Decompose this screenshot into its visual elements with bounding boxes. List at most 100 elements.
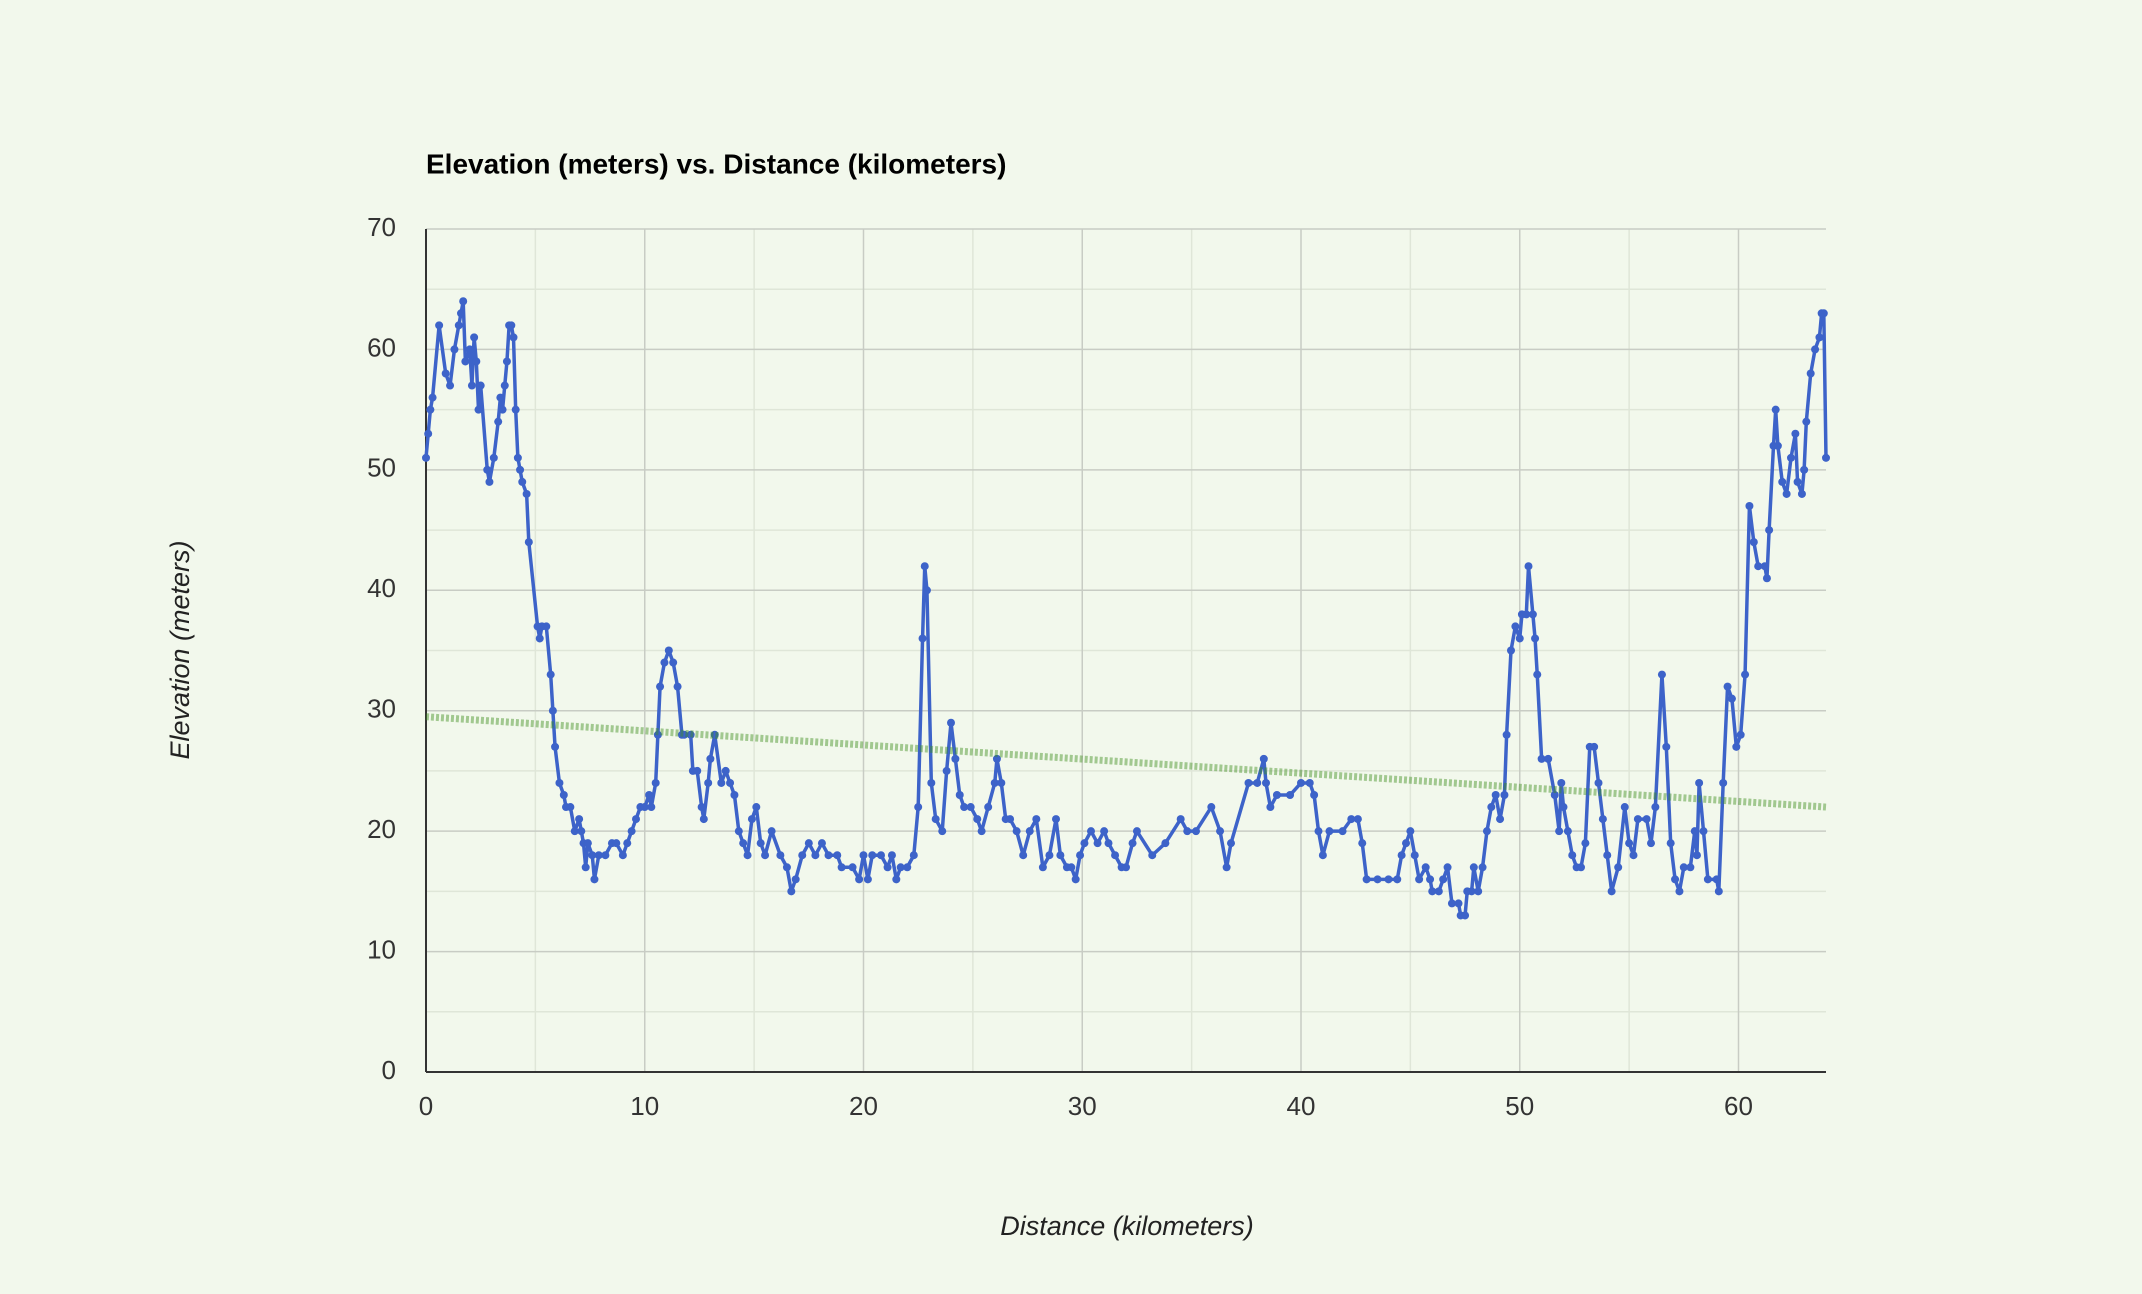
data-point xyxy=(1568,851,1577,860)
data-point xyxy=(1699,827,1708,836)
data-point xyxy=(1192,827,1200,836)
data-point xyxy=(717,778,726,787)
data-point xyxy=(581,863,590,872)
data-point xyxy=(883,863,892,872)
data-point xyxy=(1410,851,1419,860)
data-point xyxy=(892,875,901,884)
data-point xyxy=(1815,333,1824,342)
data-point xyxy=(1679,863,1688,872)
data-point xyxy=(1590,742,1599,751)
data-point xyxy=(601,851,610,860)
data-point xyxy=(516,465,525,474)
data-point xyxy=(977,827,986,836)
data-point xyxy=(1006,815,1015,824)
data-point xyxy=(997,778,1006,787)
data-point xyxy=(1347,815,1356,824)
data-point xyxy=(1183,827,1192,836)
data-point xyxy=(1227,839,1235,848)
data-point xyxy=(1434,887,1443,896)
data-point xyxy=(1736,730,1745,739)
data-point xyxy=(1362,875,1371,884)
data-point xyxy=(1032,815,1041,824)
data-point xyxy=(706,754,715,763)
x-tick-label: 40 xyxy=(1287,1091,1316,1121)
data-point xyxy=(947,718,955,727)
data-point xyxy=(1338,827,1347,836)
data-point xyxy=(1067,863,1076,872)
data-point xyxy=(570,827,579,836)
data-point xyxy=(518,477,527,486)
data-point xyxy=(863,875,872,884)
data-point xyxy=(951,754,960,763)
data-point xyxy=(1594,778,1603,787)
data-point xyxy=(1207,803,1216,812)
data-point xyxy=(1806,369,1815,378)
x-tick-label: 10 xyxy=(630,1091,659,1121)
data-point xyxy=(693,766,702,775)
data-point xyxy=(984,803,993,812)
data-point xyxy=(686,730,695,739)
data-point xyxy=(1176,815,1185,824)
data-point xyxy=(1559,803,1568,812)
data-point xyxy=(752,803,761,812)
data-point xyxy=(546,670,555,679)
data-point xyxy=(1076,851,1085,860)
data-point xyxy=(1703,875,1712,884)
data-point xyxy=(1318,851,1327,860)
data-point xyxy=(1500,791,1509,800)
data-point xyxy=(1791,429,1800,438)
data-point xyxy=(1406,827,1415,836)
data-point xyxy=(1537,754,1546,763)
data-point xyxy=(577,827,586,836)
data-point xyxy=(1272,791,1281,800)
data-point xyxy=(1025,827,1034,836)
data-point xyxy=(791,875,800,884)
data-point xyxy=(1727,694,1736,703)
data-point xyxy=(1555,827,1564,836)
data-point xyxy=(848,863,857,872)
data-point xyxy=(1531,634,1540,643)
data-point xyxy=(1262,778,1270,787)
data-point xyxy=(548,706,557,715)
x-axis-title: Distance (kilometers) xyxy=(1000,1211,1254,1241)
data-point xyxy=(1528,610,1537,619)
data-point xyxy=(817,839,826,848)
data-point xyxy=(542,622,551,631)
data-point xyxy=(833,851,842,860)
data-point xyxy=(1732,742,1741,751)
data-point xyxy=(837,863,846,872)
data-point xyxy=(1132,827,1141,836)
data-point xyxy=(618,851,627,860)
data-point xyxy=(804,839,813,848)
data-point xyxy=(931,815,940,824)
data-point xyxy=(767,827,776,836)
data-point xyxy=(1305,778,1314,787)
data-point xyxy=(1421,863,1430,872)
data-point xyxy=(992,754,1001,763)
data-point xyxy=(1056,851,1065,860)
y-tick-label: 20 xyxy=(367,814,396,844)
data-point xyxy=(1773,441,1782,450)
data-point xyxy=(1819,309,1828,318)
data-point xyxy=(1216,827,1225,836)
data-point xyxy=(424,429,433,438)
data-point xyxy=(896,863,905,872)
data-point xyxy=(1310,791,1319,800)
data-point xyxy=(1502,730,1511,739)
data-point xyxy=(1686,863,1695,872)
data-point xyxy=(1749,538,1758,547)
data-point xyxy=(647,803,656,812)
data-point xyxy=(590,875,599,884)
data-point xyxy=(1373,875,1382,884)
data-point xyxy=(612,839,621,848)
data-point xyxy=(1524,562,1533,571)
data-point xyxy=(575,815,584,824)
data-point xyxy=(489,453,498,462)
data-point xyxy=(1762,574,1771,583)
data-point xyxy=(680,730,689,739)
data-point xyxy=(877,851,885,860)
data-point xyxy=(422,453,430,462)
data-point xyxy=(472,357,481,366)
data-point xyxy=(1690,827,1699,836)
data-point xyxy=(1286,791,1295,800)
